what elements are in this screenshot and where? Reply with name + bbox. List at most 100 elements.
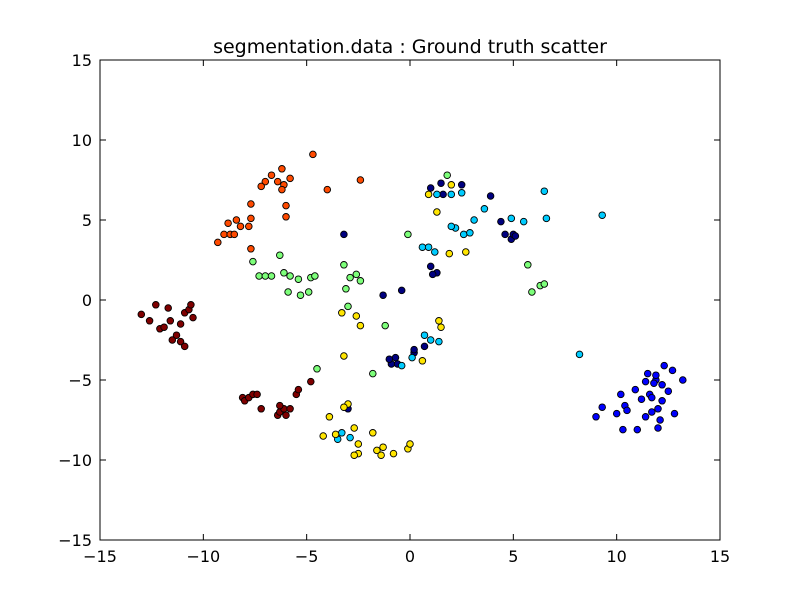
x-tick-label: 15	[710, 547, 730, 566]
scatter-point	[338, 309, 346, 317]
scatter-point	[379, 291, 387, 299]
scatter-point	[137, 310, 146, 319]
scatter-point	[286, 174, 294, 183]
scatter-point	[507, 214, 516, 223]
scatter-point	[220, 230, 228, 239]
scatter-point	[232, 216, 241, 224]
scatter-point	[356, 176, 365, 184]
scatter-point	[668, 366, 677, 375]
scatter-point	[257, 405, 265, 413]
scatter-point	[598, 211, 606, 219]
scatter-point	[145, 317, 154, 325]
scatter-point	[542, 214, 551, 223]
scatter-point	[247, 245, 255, 253]
scatter-point	[280, 269, 288, 277]
y-tick-label: −15	[58, 531, 92, 550]
scatter-point	[519, 217, 528, 226]
scatter-point	[457, 189, 466, 197]
scatter-point	[426, 336, 435, 344]
scatter-point	[410, 345, 418, 354]
scatter-point	[278, 165, 286, 173]
scatter-point	[598, 403, 606, 411]
scatter-point	[354, 440, 363, 448]
scatter-point	[249, 257, 257, 266]
scatter-point	[486, 192, 495, 200]
scatter-point	[650, 379, 658, 387]
plot-area-frame	[99, 59, 721, 541]
chart-title: segmentation.data : Ground truth scatter	[213, 36, 607, 58]
scatter-point	[164, 304, 172, 312]
scatter-point	[641, 377, 650, 386]
scatter-point	[397, 361, 406, 370]
x-tick-label: 10	[606, 547, 626, 566]
scatter-point	[420, 342, 429, 351]
scatter-point	[664, 387, 673, 395]
scatter-point	[660, 361, 668, 370]
scatter-point	[406, 440, 414, 448]
scatter-point	[284, 288, 292, 296]
scatter-point	[276, 401, 284, 410]
scatter-point	[152, 301, 160, 309]
scatter-point	[325, 413, 334, 421]
scatter-point	[656, 416, 664, 424]
scatter-point	[457, 181, 466, 189]
scatter-point	[286, 405, 294, 413]
scatter-point	[643, 369, 652, 378]
scatter-point	[408, 353, 416, 362]
scatter-point	[331, 430, 340, 439]
scatter-point	[273, 177, 282, 186]
scatter-point	[459, 230, 468, 239]
scatter-point	[369, 369, 377, 378]
scatter-point	[377, 451, 385, 459]
y-tick-label: 10	[72, 131, 92, 150]
scatter-point	[245, 222, 253, 231]
scatter-point	[313, 365, 321, 373]
scatter-point	[631, 385, 640, 394]
scatter-point	[391, 353, 400, 362]
scatter-point	[257, 182, 265, 191]
scatter-point	[350, 451, 358, 459]
scatter-point	[282, 411, 290, 419]
scatter-point	[435, 337, 443, 346]
scatter-point	[342, 285, 350, 293]
x-tick-label: −10	[186, 547, 220, 566]
scatter-point	[230, 230, 239, 239]
scatter-point	[166, 317, 175, 325]
scatter-point	[447, 190, 456, 199]
scatter-point	[276, 251, 284, 259]
scatter-point	[296, 291, 305, 299]
scatter-point	[445, 249, 454, 258]
scatter-point	[385, 355, 394, 363]
scatter-point	[426, 262, 435, 271]
scatter-point	[373, 446, 381, 455]
y-tick-label: −5	[68, 371, 92, 390]
scatter-point	[346, 273, 354, 282]
scatter-point	[501, 230, 509, 239]
scatter-point	[540, 187, 549, 195]
x-tick-label: −5	[295, 547, 319, 566]
scatter-point	[524, 261, 532, 269]
scatter-point	[420, 331, 429, 339]
scatter-point	[176, 320, 185, 328]
scatter-point	[255, 272, 263, 280]
scatter-point	[480, 205, 489, 213]
scatter-point	[470, 216, 478, 224]
scatter-point	[187, 301, 195, 309]
scatter-point	[319, 432, 327, 440]
scatter-point	[654, 424, 662, 432]
scatter-point	[168, 336, 177, 344]
scatter-point	[540, 280, 549, 288]
scatter-point	[356, 277, 365, 285]
y-tick-label: −10	[58, 451, 92, 470]
scatter-point	[309, 150, 317, 159]
scatter-points	[137, 150, 687, 459]
scatter-point	[418, 243, 427, 251]
scatter-point	[340, 352, 348, 360]
scatter-point	[340, 230, 348, 239]
scatter-point	[654, 405, 662, 413]
scatter-point	[340, 403, 348, 411]
scatter-point	[623, 406, 631, 415]
scatter-point	[433, 190, 441, 199]
scatter-point	[261, 177, 270, 186]
